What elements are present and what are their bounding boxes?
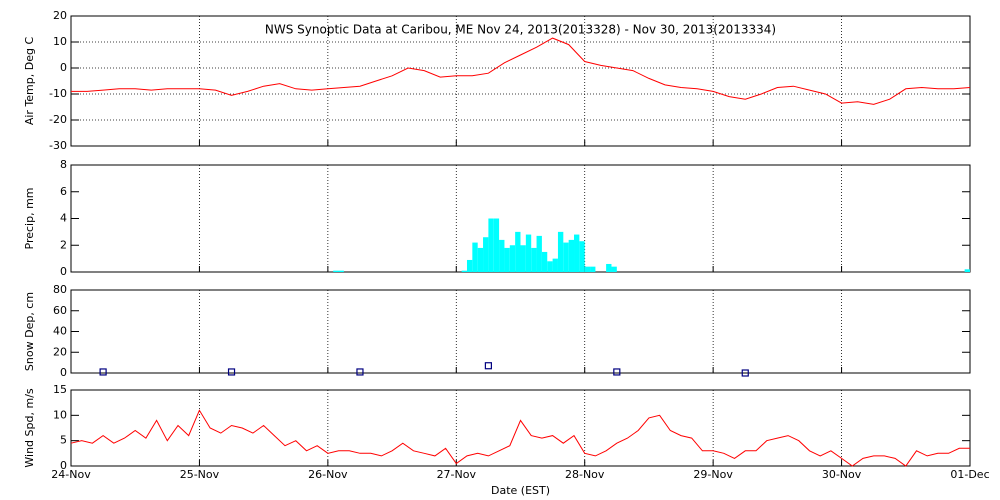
y-tick-label: 6 [60, 185, 67, 198]
y-tick-label: 0 [60, 459, 67, 472]
y-tick-label: 40 [53, 325, 67, 338]
x-tick-label: 30-Nov [822, 468, 862, 481]
bar [483, 237, 489, 272]
y-tick-label: 20 [53, 345, 67, 358]
data-line [71, 37, 971, 105]
bar [606, 263, 612, 272]
x-tick-label: 26-Nov [308, 468, 348, 481]
y-tick-label: 10 [53, 35, 67, 48]
bar [461, 270, 467, 272]
bar [611, 266, 617, 272]
y-axis-label: Precip, mm [23, 188, 36, 250]
y-tick-label: -20 [49, 113, 67, 126]
x-tick-label: 01-Dec [950, 468, 989, 481]
bar [547, 261, 553, 272]
point [227, 368, 236, 376]
chart-title: NWS Synoptic Data at Caribou, ME Nov 24,… [265, 23, 776, 37]
bar [499, 239, 505, 272]
y-tick-label: 60 [53, 304, 67, 317]
bar [536, 235, 542, 272]
bar [477, 247, 484, 272]
y-tick-label: 8 [60, 158, 67, 171]
y-tick-label: 0 [60, 61, 67, 74]
bar [504, 247, 510, 272]
bar [568, 239, 575, 272]
bar [520, 245, 526, 272]
plot-frame [70, 15, 971, 147]
bar [509, 245, 516, 272]
bar [574, 234, 580, 272]
bar [466, 259, 473, 272]
bar [493, 218, 500, 272]
bar [590, 266, 596, 272]
bar [531, 247, 537, 272]
x-tick-label: 28-Nov [565, 468, 605, 481]
data-line [70, 409, 970, 467]
bar [488, 218, 494, 272]
bar [584, 266, 591, 272]
y-tick-label: 5 [60, 434, 67, 447]
bar [563, 242, 569, 272]
x-tick-label: 29-Nov [693, 468, 733, 481]
y-tick-label: 20 [53, 9, 67, 22]
x-axis-label: Date (EST) [491, 484, 550, 497]
plot-frame [70, 289, 971, 374]
y-tick-label: 2 [60, 238, 67, 251]
y-axis-label: Wind Spd, m/s [23, 388, 36, 468]
bar [525, 234, 532, 272]
y-axis-label: Snow Dep, cm [23, 292, 36, 371]
y-tick-label: -10 [49, 87, 67, 100]
y-tick-label: 0 [60, 265, 67, 278]
point [741, 369, 749, 377]
y-tick-label: 80 [53, 283, 67, 296]
x-tick-label: 27-Nov [437, 468, 477, 481]
bar [515, 231, 521, 272]
y-tick-label: 0 [60, 366, 67, 379]
bar [579, 241, 585, 272]
y-tick-label: 15 [53, 383, 67, 396]
y-tick-label: 10 [53, 408, 67, 421]
bar [472, 242, 478, 272]
point [613, 368, 621, 376]
plot-frame [70, 389, 971, 467]
bar [333, 270, 339, 272]
bar [557, 231, 564, 272]
bar [338, 270, 344, 272]
x-tick-label: 25-Nov [180, 468, 220, 481]
y-tick-label: -30 [49, 139, 67, 152]
bar [964, 269, 970, 272]
y-tick-label: 4 [60, 212, 67, 225]
y-axis-label: Air Temp, Deg C [23, 37, 36, 126]
point [356, 368, 364, 376]
point [99, 368, 107, 376]
x-tick-label: 24-Nov [51, 468, 91, 481]
bar [541, 251, 548, 272]
bar [552, 258, 558, 272]
point [484, 362, 492, 370]
